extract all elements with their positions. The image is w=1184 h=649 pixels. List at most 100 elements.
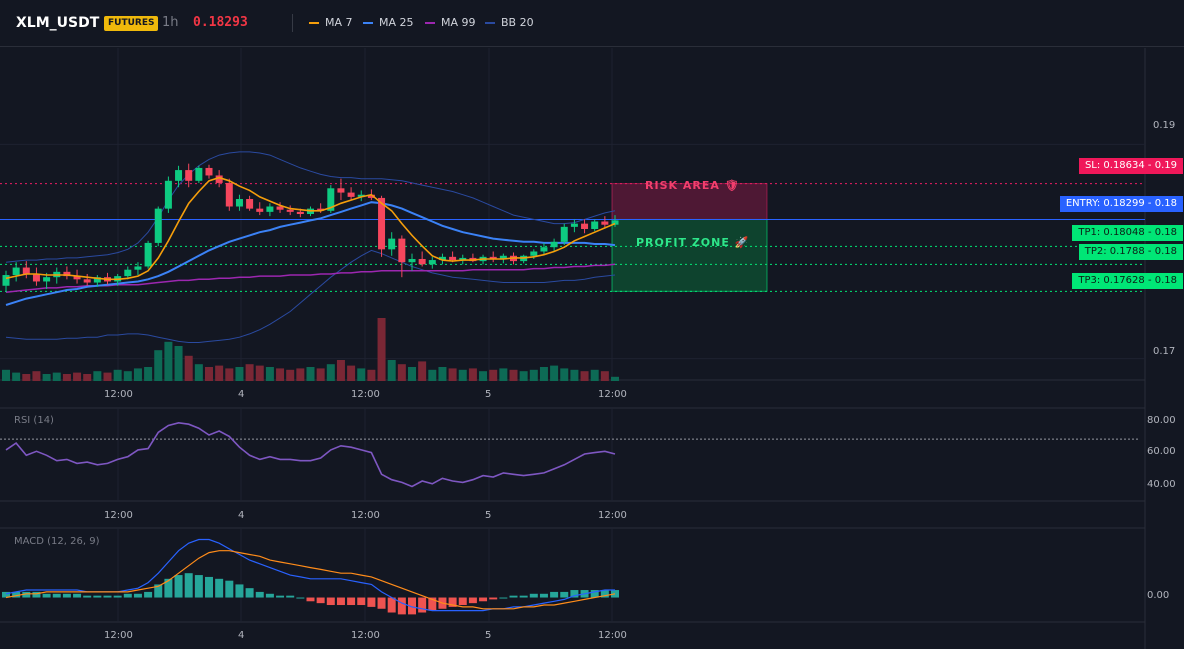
time-tick: 12:00: [104, 630, 133, 641]
volume-bar: [397, 364, 406, 381]
ma99-swatch-icon: [425, 22, 435, 24]
last-price: 0.18293: [193, 15, 248, 30]
macd-histogram-bar: [560, 591, 569, 598]
macd-histogram-bar: [286, 595, 295, 598]
volume-bar: [113, 369, 122, 381]
candle-body: [296, 211, 304, 214]
time-tick: 12:00: [598, 510, 627, 521]
volume-bar: [387, 360, 396, 381]
macd-histogram-bar: [133, 593, 142, 598]
volume-bar: [286, 369, 295, 381]
candle-body: [327, 188, 335, 211]
symbol-label[interactable]: XLM_USDT: [16, 15, 100, 31]
volume-bar: [347, 365, 356, 381]
candle-body: [256, 208, 264, 212]
rsi-tick: 40.00: [1147, 479, 1176, 490]
volume-bar: [479, 371, 488, 381]
candle-body: [530, 251, 538, 256]
bb-lower-line: [5, 249, 616, 343]
candle-body: [560, 226, 568, 242]
legend-bb20-label: BB 20: [501, 16, 534, 29]
legend-ma25-label: MA 25: [379, 16, 414, 29]
legend-ma25[interactable]: MA 25: [363, 16, 414, 30]
macd-histogram-bar: [347, 597, 356, 606]
volume-bar: [336, 360, 345, 381]
macd-histogram-bar: [499, 597, 508, 599]
legend-bb20[interactable]: BB 20: [485, 16, 534, 30]
volume-bar: [326, 364, 335, 381]
macd-histogram-bar: [408, 597, 416, 615]
candle-body: [388, 238, 396, 250]
volume-bar: [611, 376, 619, 381]
entry-price-tag: ENTRY: 0.18299 - 0.18: [1059, 196, 1183, 212]
time-tick: 12:00: [104, 389, 133, 400]
macd-histogram-bar: [154, 584, 163, 598]
candle-body: [32, 273, 40, 282]
volume-bar: [144, 367, 153, 381]
volume-bar: [529, 369, 538, 381]
macd-histogram-bar: [62, 593, 71, 598]
volume-bar: [509, 369, 518, 381]
candle-body: [581, 223, 589, 229]
macd-histogram-bar: [326, 597, 335, 606]
volume-bar: [205, 367, 213, 381]
volume-bar: [103, 372, 112, 381]
candle-body: [398, 238, 406, 263]
ma7-swatch-icon: [309, 22, 319, 24]
volume-bar: [499, 368, 508, 381]
bb20-swatch-icon: [485, 22, 495, 24]
candle-body: [83, 279, 91, 283]
futures-badge: FUTURES: [104, 16, 159, 31]
time-tick: 12:00: [351, 389, 380, 400]
candle-body: [22, 267, 30, 274]
candle-body: [591, 221, 599, 229]
candle-body: [276, 206, 284, 210]
time-tick: 12:00: [351, 630, 380, 641]
volume-bar: [245, 364, 254, 381]
macd-histogram-bar: [52, 593, 61, 598]
legend-ma99[interactable]: MA 99: [425, 16, 476, 30]
candle-body: [246, 199, 254, 209]
ma99-line: [5, 263, 616, 293]
volume-bar: [296, 368, 305, 381]
volume-bar: [418, 361, 427, 381]
macd-histogram-bar: [397, 597, 406, 615]
rsi-tick: 60.00: [1147, 446, 1176, 457]
macd-histogram-bar: [73, 593, 82, 598]
volume-bar: [438, 367, 447, 381]
tp3-price-tag: TP3: 0.17628 - 0.18: [1072, 273, 1183, 289]
candle-body: [63, 271, 71, 277]
candle-body: [2, 275, 10, 286]
macd-histogram-bar: [489, 597, 498, 600]
time-tick: 4: [238, 510, 245, 521]
macd-histogram-bar: [215, 578, 224, 598]
candle-body: [164, 180, 172, 209]
macd-histogram-bar: [357, 597, 366, 606]
candle-body: [185, 170, 193, 181]
macd-histogram-bar: [184, 573, 193, 598]
candle-body: [418, 258, 426, 265]
volume-bar: [428, 369, 437, 381]
volume-bar: [570, 369, 579, 381]
risk-area-label: RISK AREA 🛡: [645, 179, 740, 192]
tp1-price-tag: TP1: 0.18048 - 0.18: [1072, 225, 1183, 241]
rsi-tick: 80.00: [1147, 415, 1176, 426]
candle-body: [367, 194, 375, 198]
legend-ma7[interactable]: MA 7: [309, 16, 353, 30]
volume-bar: [42, 374, 51, 381]
macd-histogram-bar: [103, 595, 112, 598]
candle-body: [93, 277, 101, 283]
volume-bar: [52, 372, 61, 381]
macd-histogram-bar: [194, 575, 203, 598]
time-tick: 12:00: [598, 630, 627, 641]
volume-bar: [22, 374, 31, 381]
macd-histogram-bar: [387, 597, 396, 613]
interval-selector[interactable]: 1h: [162, 15, 179, 30]
volume-bar: [194, 364, 203, 381]
candle-body: [601, 221, 609, 225]
time-tick: 5: [485, 389, 492, 400]
macd-histogram-bar: [428, 597, 437, 611]
candle-body: [195, 167, 203, 181]
volume-bar: [458, 369, 467, 381]
